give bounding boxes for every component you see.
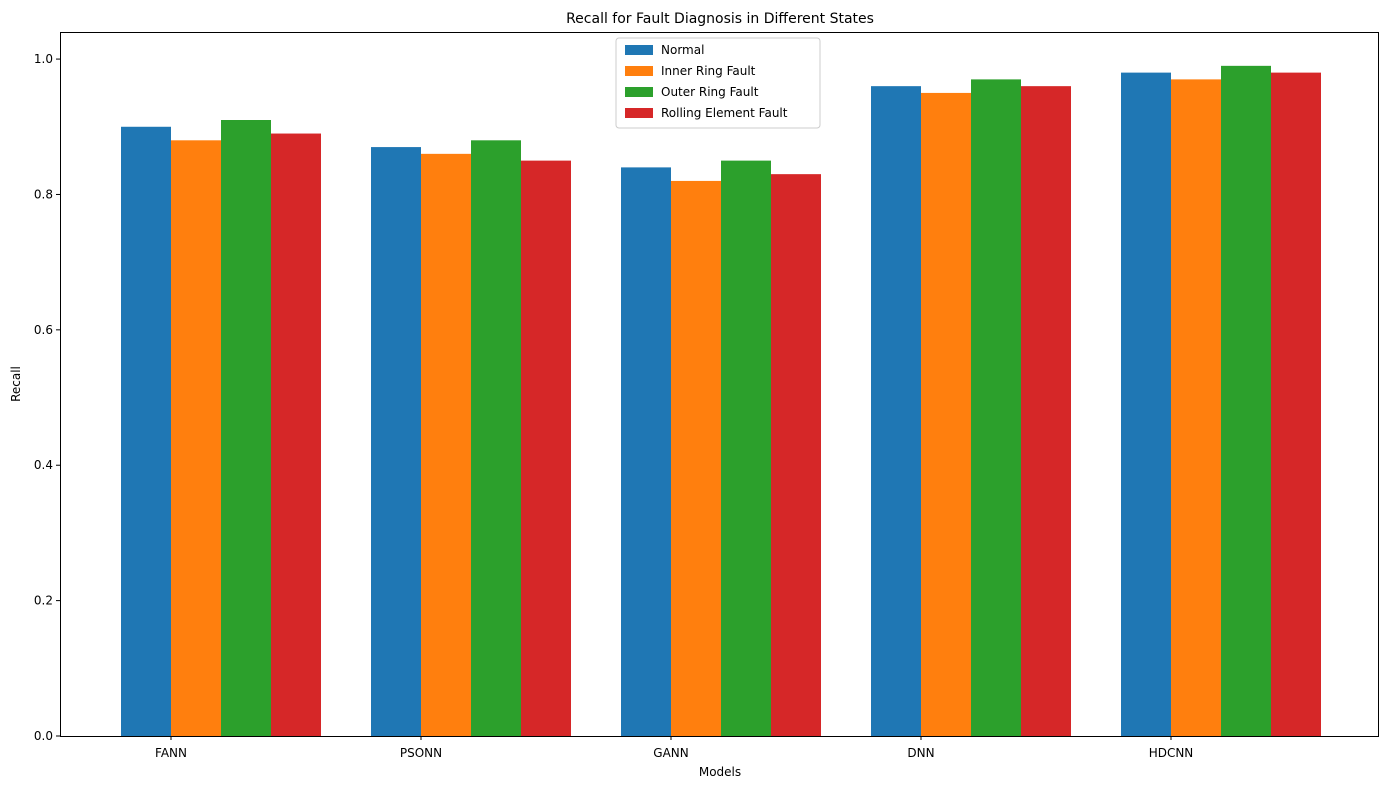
y-tick-label: 1.0 xyxy=(34,52,53,66)
bar-rolling-element-fault-hdcnn xyxy=(1271,72,1321,737)
bar-normal-gann xyxy=(621,167,671,736)
bar-inner-ring-fault-hdcnn xyxy=(1171,79,1221,736)
y-tick-label: 0.8 xyxy=(34,187,53,201)
bar-rolling-element-fault-dnn xyxy=(1021,86,1071,736)
bar-outer-ring-fault-fann xyxy=(221,120,271,736)
x-tick-label: DNN xyxy=(907,746,934,760)
bar-outer-ring-fault-hdcnn xyxy=(1221,65,1271,737)
bar-outer-ring-fault-dnn xyxy=(971,79,1021,736)
y-axis: 0.0 0.2 0.4 0.6 0.8 1.0 xyxy=(34,52,60,743)
bar-normal-fann xyxy=(121,126,171,737)
bar-rolling-element-fault-fann xyxy=(271,133,321,737)
bar-normal-hdcnn xyxy=(1121,72,1171,737)
x-tick-label: PSONN xyxy=(400,746,442,760)
plot-frame xyxy=(60,32,1379,737)
bars-layer xyxy=(121,65,1321,737)
legend-swatch xyxy=(625,108,653,118)
bar-normal-psonn xyxy=(371,147,421,737)
x-tick-label: GANN xyxy=(653,746,688,760)
bar-rolling-element-fault-psonn xyxy=(521,160,571,737)
y-tick-label: 0.6 xyxy=(34,323,53,337)
legend-label: Outer Ring Fault xyxy=(661,85,759,99)
legend-swatch xyxy=(625,66,653,76)
legend: Normal Inner Ring Fault Outer Ring Fault Ro… xyxy=(615,37,821,129)
x-tick-label: FANN xyxy=(155,746,187,760)
bar-inner-ring-fault-dnn xyxy=(921,92,971,736)
legend-label: Normal xyxy=(661,43,704,57)
legend-label: Rolling Element Fault xyxy=(661,106,788,120)
bar-outer-ring-fault-gann xyxy=(721,160,771,737)
x-axis-title: Models xyxy=(699,765,741,779)
bar-inner-ring-fault-psonn xyxy=(421,153,471,736)
bar-normal-dnn xyxy=(871,86,921,736)
legend-label: Inner Ring Fault xyxy=(661,64,756,78)
chart-title: Recall for Fault Diagnosis in Different … xyxy=(566,11,874,27)
bar-rolling-element-fault-gann xyxy=(771,174,821,737)
y-tick-label: 0.4 xyxy=(34,458,53,472)
legend-swatch xyxy=(625,87,653,97)
bar-outer-ring-fault-psonn xyxy=(471,140,521,737)
y-axis-title: Recall xyxy=(9,366,23,402)
bar-inner-ring-fault-gann xyxy=(671,180,721,736)
bar-inner-ring-fault-fann xyxy=(171,140,221,737)
y-tick-label: 0.2 xyxy=(34,594,53,608)
y-tick-label: 0.0 xyxy=(34,729,53,743)
legend-swatch xyxy=(625,45,653,55)
x-axis: FANN PSONN GANN DNN HDCNN xyxy=(155,736,1193,760)
x-tick-label: HDCNN xyxy=(1149,746,1194,760)
legend-box xyxy=(615,37,821,129)
